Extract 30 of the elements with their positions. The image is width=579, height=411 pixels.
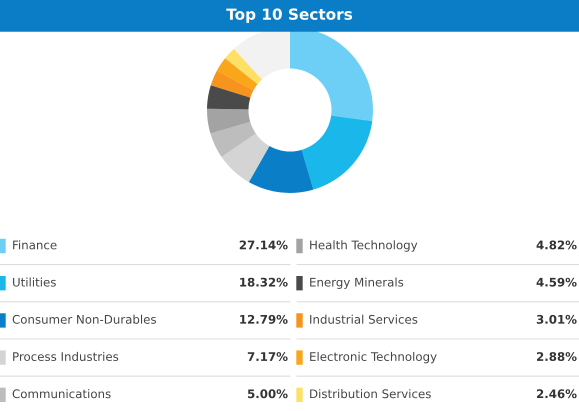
- data-label: 18.32%: [240, 278, 288, 287]
- donut-slice: [302, 116, 372, 190]
- legend-label: Utilities: [13, 277, 56, 287]
- donut-slice: [207, 108, 250, 134]
- data-label: 7.17%: [248, 352, 288, 362]
- legend-label: Communications: [12, 389, 111, 398]
- legend-label: Finance: [13, 240, 57, 250]
- donut-slice: [210, 122, 256, 157]
- legend-label: Health Technology: [310, 240, 418, 252]
- donut-slice: [225, 48, 262, 84]
- data-label: 27.14%: [240, 240, 288, 250]
- data-label: 3.01%: [536, 314, 577, 324]
- chart-title: Top 10 Sectors: [226, 8, 352, 23]
- data-label: 4.59%: [536, 278, 577, 287]
- legend-label: Industrial Services: [310, 314, 418, 324]
- donut-slice: [210, 70, 254, 98]
- data-label: 4.82%: [536, 240, 577, 250]
- donut-slice: [222, 134, 270, 182]
- donut-slice: [248, 146, 314, 193]
- data-label: 5.00%: [248, 389, 288, 398]
- legend-label: Electronic Technology: [310, 352, 437, 364]
- legend-label: Energy Minerals: [310, 277, 404, 289]
- legend-label: Distribution Services: [310, 389, 431, 398]
- donut-slice: [207, 85, 250, 110]
- donut-slice: [216, 58, 258, 90]
- legend-label: Consumer Non-Durables: [12, 314, 156, 324]
- data-label: 2.46%: [536, 389, 577, 398]
- data-label: 12.79%: [240, 314, 288, 324]
- data-label: 2.88%: [536, 352, 577, 362]
- legend-label: Process Industries: [13, 352, 118, 362]
